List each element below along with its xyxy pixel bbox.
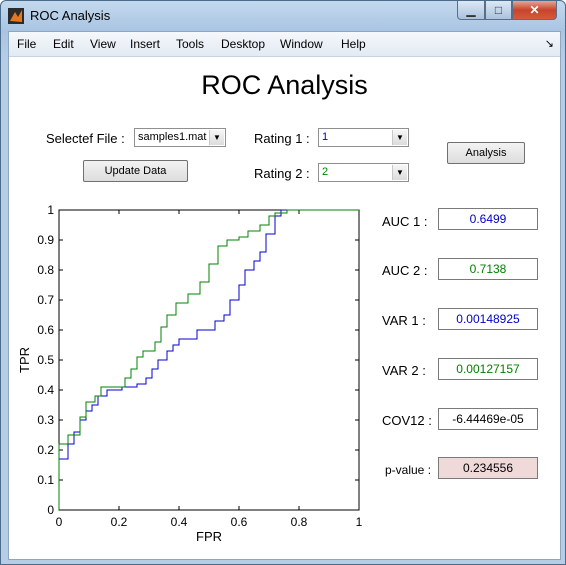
auc1-value: 0.6499 [438,208,538,230]
file-label: Selectef File : [46,131,125,146]
y-tick-label: 0.2 [37,443,54,457]
menu-view[interactable]: View [90,37,116,51]
y-tick-label: 0.5 [37,353,54,367]
rating1-label: Rating 1 : [254,131,310,146]
rating1-select[interactable]: 1 ▼ [318,128,409,147]
menu-edit[interactable]: Edit [53,37,74,51]
y-tick-label: 0.9 [37,233,54,247]
chevron-down-icon: ▼ [392,130,407,145]
y-tick-label: 0.6 [37,323,54,337]
plot-area [58,209,360,511]
chevron-down-icon: ▼ [209,130,224,145]
menu-tools[interactable]: Tools [176,37,205,51]
title-bar[interactable]: ROC Analysis ▁ □ ✕ [1,1,565,31]
chevron-down-icon: ▼ [392,165,407,180]
x-tick-label: 0.6 [231,515,248,529]
var1-label: VAR 1 : [382,313,426,328]
menu-insert[interactable]: Insert [130,37,161,51]
menu-help[interactable]: Help [341,37,366,51]
page-title: ROC Analysis [201,70,368,100]
cov12-label: COV12 : [382,413,432,428]
var2-label: VAR 2 : [382,363,426,378]
y-tick-label: 0.4 [37,383,54,397]
rating2-select[interactable]: 2 ▼ [318,163,409,182]
auc2-label: AUC 2 : [382,263,428,278]
x-axis-label: FPR [196,529,222,544]
cov12-value: -6.44469e-05 [438,408,538,430]
x-tick-label: 1 [356,515,363,529]
menu-desktop[interactable]: Desktop [221,37,266,51]
var1-value: 0.00148925 [438,308,538,330]
x-tick-label: 0.4 [171,515,188,529]
auc2-value: 0.7138 [438,258,538,280]
x-tick-label: 0.2 [111,515,128,529]
roc-curve-2 [58,209,359,510]
menu-file[interactable]: File [17,37,37,51]
y-tick-label: 0 [47,503,54,517]
y-tick-label: 0.7 [37,293,54,307]
pvalue-value: 0.234556 [438,457,538,479]
menu-window[interactable]: Window [280,37,323,51]
var2-value: 0.00127157 [438,358,538,380]
maximize-button[interactable]: □ [485,1,512,20]
minimize-button[interactable]: ▁ [457,1,485,20]
matlab-icon [8,8,24,24]
pvalue-label: p-value : [385,463,432,477]
update-data-button[interactable]: Update Data [83,160,188,182]
menu-bar: File Edit View Insert Tools Desktop Wind… [9,32,560,57]
y-tick-label: 0.3 [37,413,54,427]
x-tick-label: 0 [56,515,63,529]
rating2-label: Rating 2 : [254,166,310,181]
dock-arrow-icon[interactable]: ↘ [544,38,554,50]
y-tick-label: 1 [47,203,54,217]
roc-chart: 0 0.2 0.4 0.6 0.8 1 0 0.1 0.2 0.3 0.4 0.5 0.6 0.7 0.8 0… [17,203,363,544]
close-button[interactable]: ✕ [512,1,557,20]
file-select[interactable]: samples1.mat ▼ [134,128,226,147]
window-title: ROC Analysis [30,8,111,23]
y-axis-label: TPR [17,347,32,373]
auc1-label: AUC 1 : [382,214,428,229]
y-tick-label: 0.8 [37,263,54,277]
analysis-button[interactable]: Analysis [447,142,525,164]
x-tick-label: 0.8 [291,515,308,529]
figure-area: File Edit View Insert Tools Desktop Wind… [8,31,561,560]
y-tick-label: 0.1 [37,473,54,487]
